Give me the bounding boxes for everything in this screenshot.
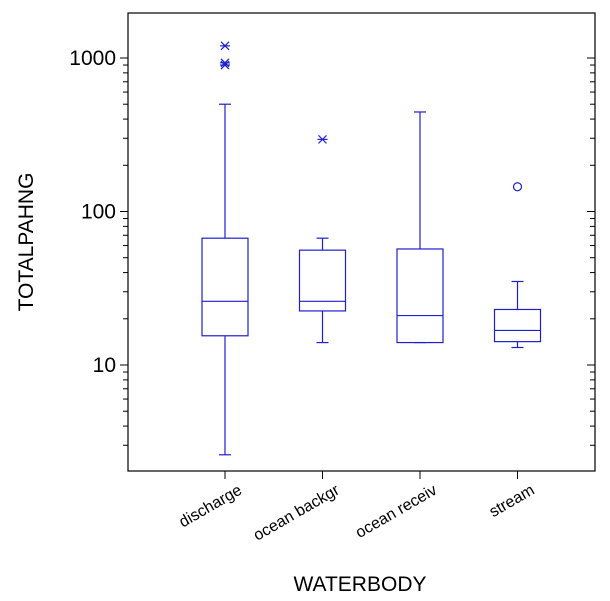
x-tick-label: stream	[487, 482, 538, 521]
box-group-stream	[493, 182, 542, 349]
box-iqr	[493, 308, 542, 343]
x-tick-label: ocean receiv	[353, 482, 440, 542]
box-group-ocean-backgr	[298, 134, 347, 344]
box-iqr	[298, 249, 347, 312]
y-tick-label: 10	[93, 354, 116, 377]
y-tick-label: 1000	[69, 47, 116, 70]
boxes	[201, 41, 542, 456]
outlier-star	[317, 134, 328, 144]
y-axis-label: TOTALPAHNG	[15, 173, 38, 312]
box-group-ocean-receiv	[396, 111, 444, 344]
x-axis-label: WATERBODY	[293, 573, 426, 596]
box-group-discharge	[201, 41, 249, 456]
outlier-star	[220, 60, 230, 70]
axis-ticks: 10 100 1000 discharge ocean backgr ocean rece…	[69, 47, 595, 544]
box-iqr	[201, 237, 249, 337]
box-iqr	[396, 248, 444, 344]
plot-frame	[127, 12, 596, 472]
x-tick-label: discharge	[176, 482, 245, 531]
x-tick-label: ocean backgr	[251, 481, 343, 544]
outlier-circle	[512, 182, 523, 192]
y-tick-label: 100	[81, 201, 116, 224]
outlier-star	[220, 41, 230, 51]
